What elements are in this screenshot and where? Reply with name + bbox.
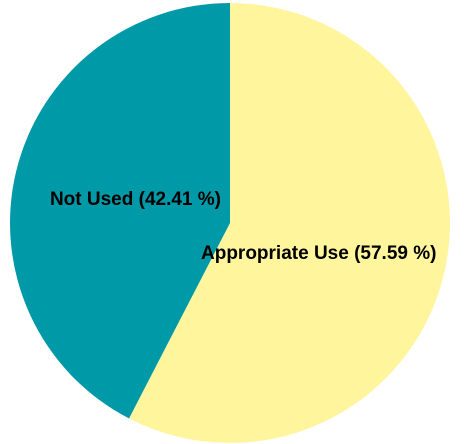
- pie-labels: Appropriate Use (57.59 %) Not Used (42.41…: [50, 189, 437, 264]
- pie-label-not-used: Not Used (42.41 %): [50, 189, 221, 210]
- pie-slices: [9, 3, 451, 443]
- pie-label-appropriate-use: Appropriate Use (57.59 %): [201, 243, 436, 264]
- pie-slice-not-used: [9, 3, 231, 419]
- pie-slice-appropriate-use: [129, 3, 451, 443]
